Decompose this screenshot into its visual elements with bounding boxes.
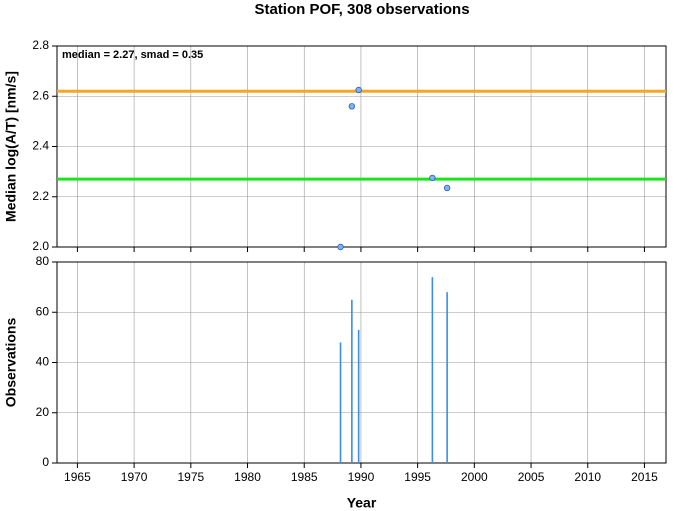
x-tick-label: 1975	[177, 470, 204, 484]
x-tick-label: 2015	[631, 470, 658, 484]
x-tick-label: 1970	[121, 470, 148, 484]
y-tick-label: 60	[36, 304, 50, 318]
point	[355, 86, 362, 94]
y-tick-label: 2.6	[32, 88, 49, 102]
y-tick-label: 80	[36, 254, 50, 268]
x-tick-label: 1980	[234, 470, 261, 484]
point	[443, 184, 451, 192]
x-tick-label: 1995	[404, 470, 431, 484]
y-tick-label: 2.2	[32, 189, 49, 203]
point	[429, 174, 436, 182]
y-tick-label: 2.0	[32, 239, 49, 253]
y-tick-label: 2.4	[32, 139, 49, 153]
y-tick-label: 40	[36, 355, 50, 369]
chart-title: Station POF, 308 observations	[254, 1, 469, 18]
point	[348, 103, 356, 110]
x-tick-label: 1985	[291, 470, 318, 484]
y-tick-label: 2.8	[32, 38, 49, 52]
point	[337, 243, 344, 251]
y-axis-label: Median log(A/T) [nm/s]	[3, 71, 19, 222]
x-tick-label: 1990	[348, 470, 375, 484]
plot-frame	[56, 261, 667, 464]
y-tick-label: 20	[36, 405, 50, 419]
x-axis-label: Year	[347, 495, 377, 511]
plot-frame	[56, 45, 667, 248]
y-axis-label: Observations	[3, 318, 19, 408]
y-tick-label: 0	[42, 455, 49, 469]
x-tick-label: 1965	[64, 470, 91, 484]
x-tick-label: 2010	[574, 470, 601, 484]
annotation: median = 2.27, smad = 0.35	[62, 49, 203, 61]
x-tick-label: 2005	[518, 470, 545, 484]
x-tick-label: 2000	[461, 470, 488, 484]
